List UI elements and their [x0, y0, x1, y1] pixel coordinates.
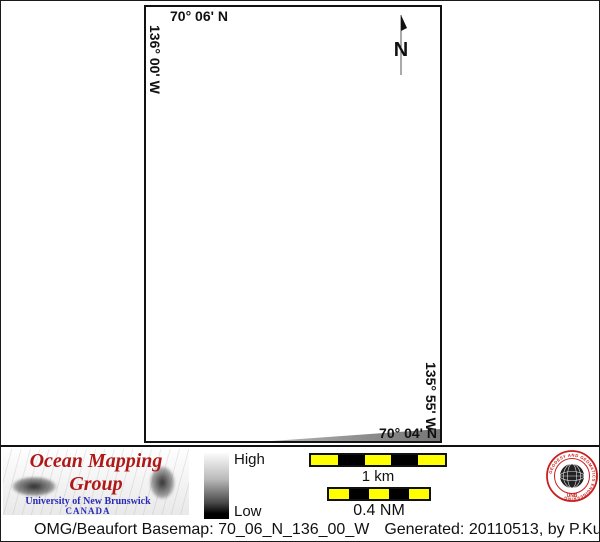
scale-bar-km-label: 1 km [361, 468, 395, 485]
top-latitude-label: 70° 06' N [170, 8, 228, 24]
bottom-latitude-label: 70° 04' N [379, 425, 437, 441]
scale-bar-nm-label: 0.4 NM [353, 502, 405, 519]
right-longitude-label: 135° 55' W [423, 362, 439, 431]
scale-bar-nm [327, 487, 431, 501]
scale-bar-segment [369, 489, 389, 499]
seal-globe-grid [559, 463, 585, 489]
scale-bar-km [309, 453, 447, 467]
elevation-gradient-bar [204, 453, 229, 519]
left-longitude-label: 136° 00' W [147, 25, 163, 94]
scale-bar-segment [329, 489, 349, 499]
generated-text: Generated: 20110513, by P.Kuus [384, 521, 600, 538]
ship-photo-right [137, 461, 183, 509]
omg-logo-university: University of New Brunswick [25, 496, 151, 507]
north-letter: N [394, 39, 408, 61]
scale-bar-segment [409, 489, 429, 499]
seal-unb-text: UNB [567, 493, 578, 499]
scale-bar-segment [337, 455, 365, 465]
north-arrow-icon: N [394, 15, 408, 75]
scale-bar-segment [364, 455, 392, 465]
scale-bar-segment [349, 489, 369, 499]
scale-bar-segment [389, 489, 409, 499]
map-area: 70° 06' N 136° 00' W 135° 55' W 70° 04' … [144, 5, 442, 443]
north-arrow-head [401, 15, 407, 31]
unb-geodesy-seal: GEODESY AND GEOMATICS ENGINEERING UNB [546, 450, 598, 502]
footer-caption: OMG/Beaufort Basemap: 70_06_N_136_00_W Ge… [34, 521, 600, 539]
legend-high-label: High [234, 451, 265, 468]
legend-low-label: Low [234, 503, 262, 520]
footer-panel: Ocean Mapping Group University of New Br… [1, 445, 599, 541]
omg-logo: Ocean Mapping Group University of New Br… [3, 449, 189, 515]
scale-bar-segment [391, 455, 419, 465]
scale-bar-segment [418, 455, 445, 465]
ship-photo-left [9, 473, 65, 503]
omg-logo-title: Ocean Mapping Group [29, 450, 163, 495]
basemap-name-text: OMG/Beaufort Basemap: 70_06_N_136_00_W [34, 521, 370, 538]
scale-bar-segment [311, 455, 338, 465]
omg-logo-country: CANADA [65, 506, 111, 515]
